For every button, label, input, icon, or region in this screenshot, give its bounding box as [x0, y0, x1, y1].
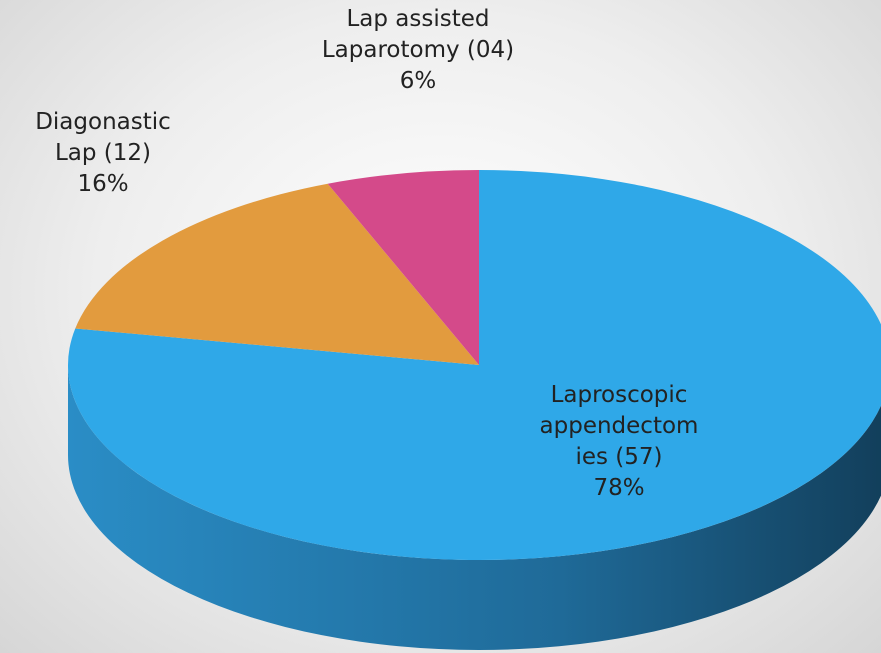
value-label: 6% — [399, 68, 437, 94]
slice-label: Laproscopic appendectomies (57) 78% — [537, 380, 702, 504]
value-label: 16% — [77, 171, 129, 197]
pie-side — [68, 365, 881, 650]
slice-label: Diagonastic Lap (12) 16% — [13, 107, 193, 200]
category-label: Laproscopic appendectomies (57) — [539, 382, 699, 470]
slice-label: Lap assisted Laparotomy (04) 6% — [316, 4, 521, 97]
value-label: 78% — [593, 475, 645, 501]
category-label: Diagonastic Lap (12) — [35, 109, 171, 166]
category-label: Lap assisted Laparotomy (04) — [321, 6, 515, 63]
pie-slice — [327, 170, 479, 365]
pie-slice — [75, 183, 479, 365]
pie-slice — [68, 170, 881, 560]
